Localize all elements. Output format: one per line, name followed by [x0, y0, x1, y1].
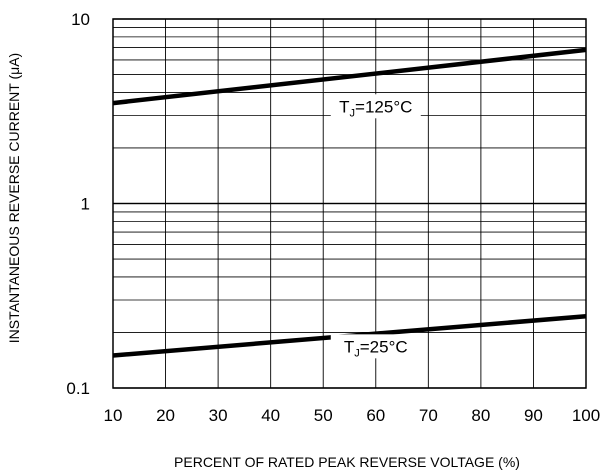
plot-frame: [112, 18, 587, 389]
x-tick-label: 60: [366, 406, 385, 425]
series-layer: TJ=125°C TJ=25°C: [112, 47, 587, 359]
x-tick-label: 80: [471, 406, 490, 425]
x-tick-label: 50: [314, 406, 333, 425]
x-axis-title: PERCENT OF RATED PEAK REVERSE VOLTAGE (%…: [174, 454, 520, 470]
y-tick-label: 10: [71, 10, 90, 29]
x-tick-label: 30: [209, 406, 228, 425]
y-tick-labels: 10 1 0.1: [66, 10, 90, 398]
y-axis-title: INSTANTANEOUS REVERSE CURRENT (μA): [6, 53, 22, 343]
x-tick-label: 10: [104, 406, 123, 425]
x-tick-label: 90: [524, 406, 543, 425]
x-tick-label: 70: [419, 406, 438, 425]
y-tick-label: 1: [81, 195, 90, 214]
series-label-background: [330, 334, 421, 359]
x-tick-label: 100: [572, 406, 600, 425]
series-line-1: [112, 47, 587, 106]
series-label-1: TJ=125°C: [339, 97, 412, 119]
x-tick-label: 40: [261, 406, 280, 425]
x-tick-labels: 10 20 30 40 50 60 70 80 90 100: [104, 406, 601, 425]
series-label-background: [330, 94, 421, 119]
x-tick-label: 20: [156, 406, 175, 425]
series-label-2: TJ=25°C: [344, 337, 408, 359]
y-tick-label: 0.1: [66, 379, 90, 398]
